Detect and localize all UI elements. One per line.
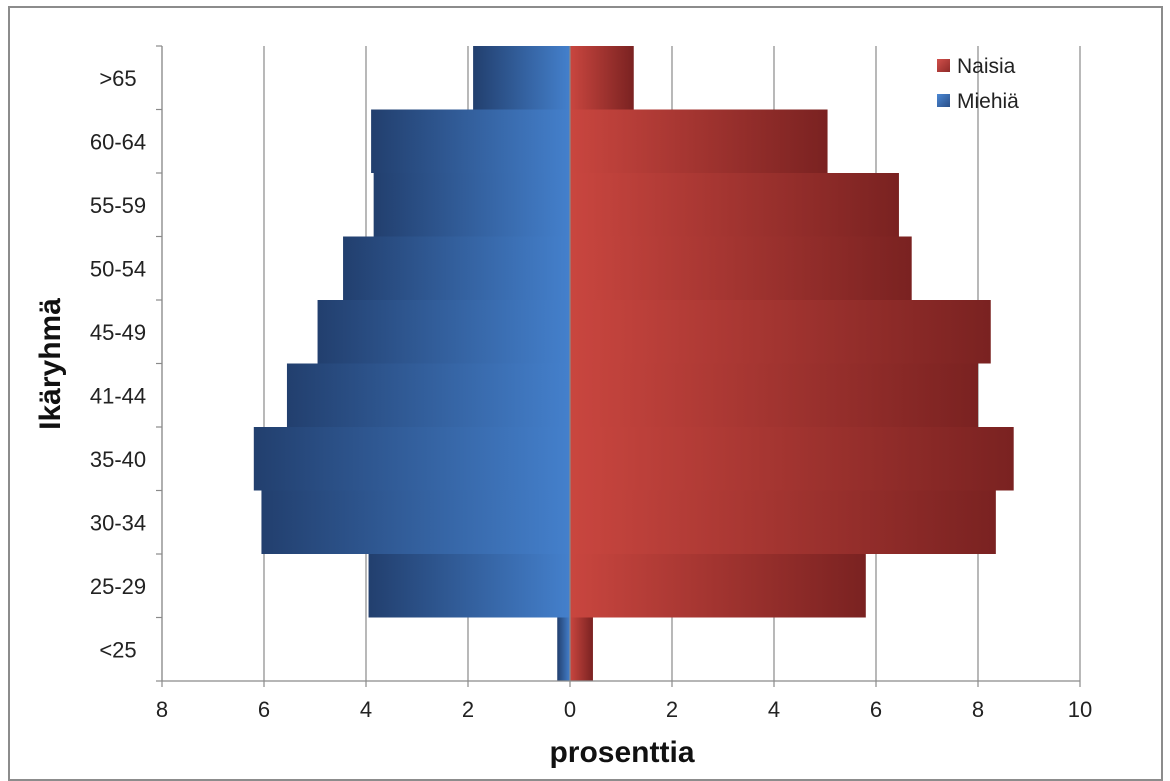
bar-miehia-3 <box>253 427 571 491</box>
y-tick-label-0: <25 <box>99 637 136 662</box>
x-tick-label-1: 6 <box>258 697 270 722</box>
bar-miehia-2 <box>261 490 570 554</box>
legend-swatch-naisia <box>937 59 950 72</box>
y-tick-label-7: 55-59 <box>90 193 146 218</box>
x-tick-label-8: 8 <box>972 697 984 722</box>
x-tick-label-7: 6 <box>870 697 882 722</box>
bar-naisia-5 <box>570 300 991 364</box>
legend: Naisia Miehiä <box>937 55 1019 113</box>
y-tick-label-1: 25-29 <box>90 574 146 599</box>
legend-item-naisia: Naisia <box>937 55 1016 78</box>
x-tick-label-0: 8 <box>156 697 168 722</box>
axes <box>156 45 1081 687</box>
legend-label-naisia: Naisia <box>957 55 1016 78</box>
y-tick-label-9: >65 <box>99 66 136 91</box>
bar-naisia-6 <box>570 236 912 300</box>
bar-miehia-7 <box>373 173 570 237</box>
bar-naisia-2 <box>570 490 996 554</box>
y-tick-label-3: 35-40 <box>90 447 146 472</box>
legend-swatch-miehia <box>937 94 950 107</box>
x-tick-label-3: 2 <box>462 697 474 722</box>
y-axis-title: Ikäryhmä <box>34 298 67 430</box>
x-tick-label-9: 10 <box>1068 697 1092 722</box>
x-axis-title: prosenttia <box>549 736 694 769</box>
y-tick-label-8: 60-64 <box>90 129 146 154</box>
y-tick-label-2: 30-34 <box>90 510 146 535</box>
y-tick-label-4: 41-44 <box>90 383 146 408</box>
bar-miehia-6 <box>343 236 570 300</box>
bar-miehia-4 <box>286 363 570 427</box>
bar-naisia-0 <box>570 617 593 681</box>
bar-miehia-0 <box>557 617 570 681</box>
y-tick-label-6: 50-54 <box>90 256 146 281</box>
y-tick-label-5: 45-49 <box>90 320 146 345</box>
bar-naisia-4 <box>570 363 978 427</box>
bar-miehia-1 <box>368 554 570 618</box>
bar-naisia-7 <box>570 173 899 237</box>
bar-miehia-5 <box>317 300 570 364</box>
x-tick-label-2: 4 <box>360 697 372 722</box>
x-tick-label-4: 0 <box>564 697 576 722</box>
x-tick-label-5: 2 <box>666 697 678 722</box>
bar-miehia-9 <box>473 46 570 110</box>
bar-naisia-3 <box>570 427 1014 491</box>
bar-naisia-1 <box>570 554 866 618</box>
bar-naisia-9 <box>570 46 634 110</box>
bars <box>253 46 1014 681</box>
tick-labels: 8 6 4 2 0 2 4 6 8 10 <25 25-29 30-34 35-40 41-44 45-49 5… <box>90 66 1092 722</box>
legend-item-miehia: Miehiä <box>937 90 1019 113</box>
legend-label-miehia: Miehiä <box>957 90 1019 113</box>
x-tick-label-6: 4 <box>768 697 780 722</box>
bar-miehia-8 <box>371 109 570 173</box>
bar-naisia-8 <box>570 109 828 173</box>
